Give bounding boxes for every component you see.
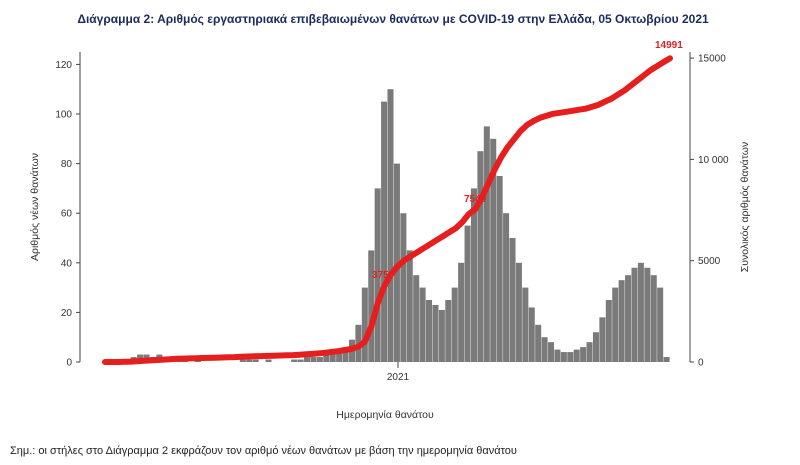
bar xyxy=(580,347,587,362)
y-right-ticks: 0 5000 10 000 15000 xyxy=(690,54,729,369)
bar xyxy=(567,352,574,362)
bar xyxy=(515,262,522,362)
y-left-tick-label: 40 xyxy=(61,258,73,269)
bar xyxy=(291,359,298,362)
bar xyxy=(336,349,343,362)
bar xyxy=(548,342,555,362)
bar xyxy=(374,188,381,362)
y-left-tick-label: 80 xyxy=(61,159,73,170)
y-right-tick-label: 0 xyxy=(698,358,704,369)
bar xyxy=(612,287,619,362)
bar xyxy=(246,359,253,362)
bar xyxy=(458,262,465,362)
bar xyxy=(509,238,516,362)
bar xyxy=(381,101,388,362)
bar xyxy=(657,287,664,362)
bar xyxy=(631,267,638,362)
bar xyxy=(605,300,612,362)
y-left-tick-label: 120 xyxy=(55,60,72,71)
y-left-tick-label: 60 xyxy=(61,209,73,220)
y-right-tick-label: 5000 xyxy=(698,256,721,267)
bar xyxy=(304,357,311,362)
bar xyxy=(297,359,304,362)
y-left-tick-label: 100 xyxy=(55,110,72,121)
bar xyxy=(554,349,561,362)
bar xyxy=(644,267,651,362)
bar xyxy=(438,309,445,362)
bar xyxy=(470,188,477,362)
bar xyxy=(503,213,510,362)
bar xyxy=(368,250,375,362)
y-right-tick-label: 15000 xyxy=(698,54,726,65)
bar xyxy=(419,287,426,362)
y-left-tick-label: 0 xyxy=(66,358,72,369)
x-tick-label: 2021 xyxy=(387,372,410,383)
bar xyxy=(477,151,484,362)
chart-title: Διάγραμμα 2: Αριθμός εργαστηριακά επιβεβ… xyxy=(77,12,709,26)
bar xyxy=(393,163,400,362)
bar xyxy=(618,280,625,362)
bar xyxy=(599,317,606,362)
y-right-tick-label: 10 000 xyxy=(698,155,729,166)
bar xyxy=(426,300,433,362)
bar xyxy=(445,300,452,362)
bar xyxy=(464,225,471,362)
bar xyxy=(310,357,317,362)
annotation-3750: 3750 xyxy=(372,270,395,281)
bar xyxy=(252,359,259,362)
bar xyxy=(625,275,632,362)
bar xyxy=(342,347,349,362)
bar xyxy=(323,354,330,362)
bar-series xyxy=(124,89,670,363)
bar xyxy=(586,342,593,362)
y-left-tick-label: 20 xyxy=(61,308,73,319)
bar xyxy=(406,250,413,362)
bar xyxy=(650,275,657,362)
footnote: Σημ.: οι στήλες στο Διάγραμμα 2 εκφράζου… xyxy=(10,445,517,457)
bar xyxy=(592,332,599,362)
bar xyxy=(663,357,670,362)
bar xyxy=(573,349,580,362)
bar xyxy=(400,213,407,362)
bar xyxy=(451,287,458,362)
bar xyxy=(535,324,542,362)
bar xyxy=(490,138,497,362)
bar xyxy=(361,287,368,362)
bar xyxy=(239,359,246,362)
x-axis-label: Ημερομηνία θανάτου xyxy=(336,409,434,421)
bar xyxy=(413,275,420,362)
bar xyxy=(541,337,548,362)
bar xyxy=(387,89,394,362)
bar xyxy=(432,304,439,362)
y-axis-right-label: Συνολικός αριθμός θανάτων xyxy=(739,142,751,272)
bar xyxy=(560,352,567,362)
cumulative-line-series xyxy=(102,55,673,365)
bar xyxy=(496,176,503,362)
bar xyxy=(329,352,336,362)
annotation-7540: 7540 xyxy=(464,194,487,205)
bar xyxy=(316,357,323,362)
y-axis-left-label: Αριθμός νέων θανάτων xyxy=(29,153,41,261)
y-left-ticks: 0 20 40 60 80 100 120 xyxy=(55,60,80,369)
bar xyxy=(483,126,490,363)
bar xyxy=(528,307,535,362)
cumulative-line xyxy=(102,55,673,365)
bar xyxy=(265,359,272,362)
bar xyxy=(522,287,529,362)
bar xyxy=(637,262,644,362)
annotation-14991: 14991 xyxy=(655,40,683,51)
